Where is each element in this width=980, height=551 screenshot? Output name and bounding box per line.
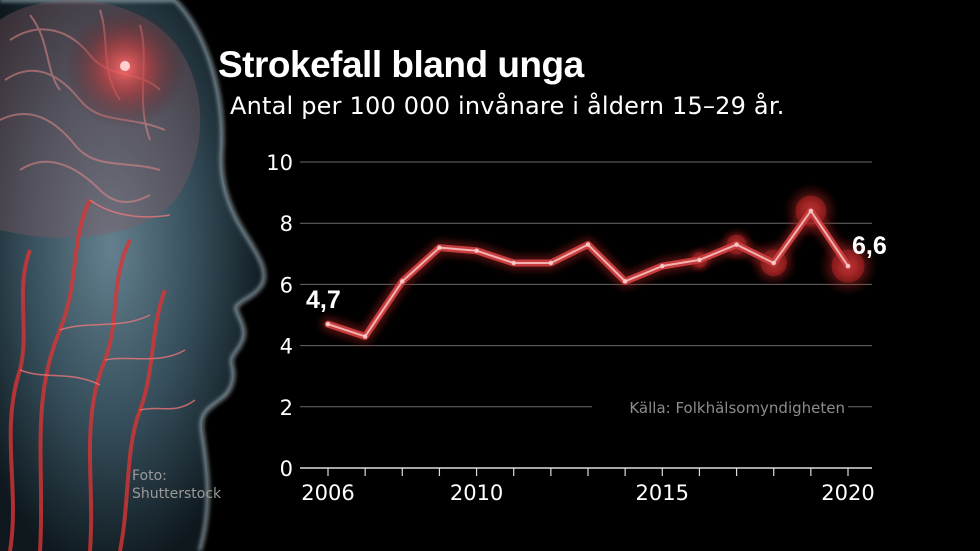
data-point-2012 bbox=[548, 260, 554, 266]
x-tick-label: 2015 bbox=[636, 481, 689, 505]
value-label-2006: 4,7 bbox=[306, 286, 341, 314]
data-point-2013 bbox=[585, 242, 591, 247]
highlight-glows bbox=[685, 182, 878, 297]
data-point-2015 bbox=[660, 263, 665, 269]
data-point-2006 bbox=[325, 321, 331, 327]
x-tick-label: 2006 bbox=[301, 481, 354, 505]
y-tick-label: 4 bbox=[280, 335, 293, 359]
source-backdrop bbox=[592, 394, 848, 419]
data-point-2009 bbox=[437, 245, 442, 250]
photo-credit: Foto: Shutterstock bbox=[132, 467, 252, 503]
photo-credit-line-1: Foto: bbox=[132, 468, 167, 484]
data-point-2016 bbox=[697, 257, 702, 263]
head-illustration-icon bbox=[0, 0, 266, 551]
value-label-2020: 6,6 bbox=[852, 232, 887, 260]
source-note: Källa: Folkhälsomyndigheten bbox=[592, 394, 848, 419]
y-axis: 0 2 4 6 8 10 bbox=[266, 151, 293, 481]
y-tick-label: 6 bbox=[280, 273, 293, 297]
photo-credit-line-2: Shutterstock bbox=[132, 486, 222, 502]
y-tick-label: 0 bbox=[280, 457, 293, 481]
data-point-2007 bbox=[362, 334, 368, 339]
data-point-2017 bbox=[734, 242, 739, 247]
data-point-2014 bbox=[622, 279, 628, 284]
data-point-2010 bbox=[474, 248, 479, 253]
data-point-2018 bbox=[771, 260, 776, 266]
chart-subtitle: Antal per 100 000 invånare i åldern 15–2… bbox=[230, 92, 785, 120]
y-tick-label: 2 bbox=[280, 396, 293, 420]
data-line bbox=[321, 203, 855, 344]
x-axis: 2006 2010 2015 2020 bbox=[300, 467, 875, 505]
data-point-2020 bbox=[845, 263, 851, 269]
x-tick-label: 2010 bbox=[450, 481, 503, 505]
y-tick-label: 8 bbox=[280, 212, 293, 236]
data-point-2008 bbox=[400, 279, 405, 284]
x-tick-label: 2020 bbox=[821, 481, 874, 505]
chart-title: Strokefall bland unga bbox=[218, 44, 584, 85]
data-point-2019 bbox=[808, 208, 814, 214]
y-tick-label: 10 bbox=[266, 151, 293, 175]
source-label: Källa: Folkhälsomyndigheten bbox=[629, 399, 845, 417]
annotations: 4,7 6,6 bbox=[306, 232, 887, 314]
data-point-2011 bbox=[511, 260, 516, 266]
